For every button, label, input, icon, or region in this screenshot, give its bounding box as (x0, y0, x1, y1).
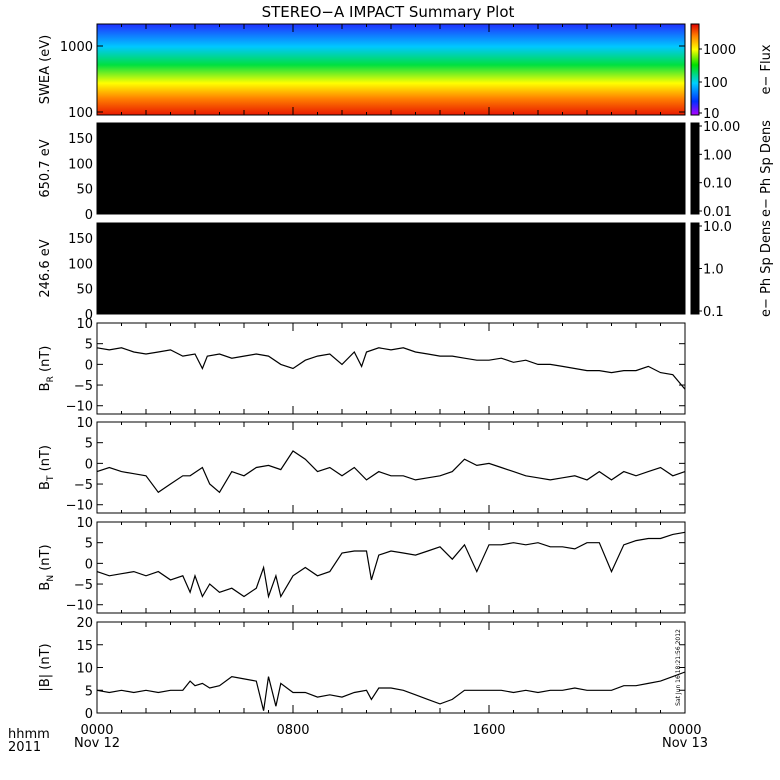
colorbar-tick-label: 0.01 (703, 205, 732, 220)
series-line (96, 671, 686, 711)
y-axis-label: 246.6 eV (38, 239, 53, 297)
panel-6: 10 5 0 −5 −10 BN (nT) (38, 516, 686, 614)
spectrogram-segment-1 (97, 24, 235, 115)
spectrogram-fill (97, 223, 685, 314)
timestamp-label: Sat Jun 16 18:21:56 2012 (675, 629, 682, 706)
y-axis-label: BT (nT) (38, 445, 56, 490)
y-tick-label: 5 (85, 537, 93, 552)
y-tick-label: 10 (76, 416, 93, 431)
y-tick-label: 50 (76, 183, 93, 198)
y-tick-label: 5 (85, 338, 93, 353)
panel-4: 10 5 0 −5 −10 BR (nT) (38, 317, 686, 415)
y-tick-label: −5 (74, 379, 93, 394)
colorbar (690, 222, 700, 315)
y-tick-label: 0 (85, 707, 93, 722)
y-tick-label: 0 (85, 457, 93, 472)
panel-frame (96, 621, 686, 714)
y-tick-label: 10 (76, 516, 93, 531)
y-tick-label: 5 (85, 437, 93, 452)
colorbar-tick-label: 10 (703, 107, 720, 122)
colorbar (690, 122, 700, 215)
x-date-label: Nov 13 (662, 736, 708, 751)
y-tick-label: 15 (76, 639, 93, 654)
y-tick-label: −10 (66, 499, 93, 514)
y-tick-label: 0 (85, 557, 93, 572)
panel-2: 150 100 50 0 650.7 eV 10.00 1.00 0.10 0.01 e− Ph … (38, 120, 774, 223)
colorbar-tick-label: 0.1 (703, 305, 724, 320)
colorbar-label: e− Ph Sp Dens (759, 220, 774, 317)
colorbar (690, 23, 700, 116)
y-tick-label: 0 (85, 358, 93, 373)
x-tick-label: 0000 (668, 723, 701, 738)
panel-frame (96, 322, 686, 415)
panel-frame (96, 421, 686, 514)
y-tick-label: 10 (76, 662, 93, 677)
y-tick-label: 100 (68, 157, 93, 172)
year-label: 2011 (8, 740, 41, 755)
panel-5: 10 5 0 −5 −10 BT (nT) (38, 416, 686, 514)
y-tick-label: 1000 (60, 40, 93, 55)
series-line (96, 347, 686, 390)
spectrogram-segment-4 (591, 24, 685, 115)
panel-1: 1000 100 SWEA (eV) 1000 100 10 e− Flux (38, 23, 774, 122)
y-axis-label: BR (nT) (38, 346, 56, 392)
y-tick-label: −5 (74, 478, 93, 493)
colorbar-label: e− Flux (759, 44, 774, 94)
y-tick-label: 150 (68, 132, 93, 147)
colorbar-tick-label: 1.0 (703, 263, 724, 278)
plot-title: STEREO−A IMPACT Summary Plot (262, 3, 515, 21)
series-line (96, 531, 686, 599)
y-tick-label: −10 (66, 400, 93, 415)
y-tick-label: −10 (66, 599, 93, 614)
x-tick-label: 1600 (472, 723, 505, 738)
y-tick-label: −5 (74, 578, 93, 593)
panel-7: 20 15 10 5 0 |B| (nT) Sat Jun 16 18:21:56 2012 (38, 616, 686, 722)
time-axis-footer: hhmm 2011 (8, 727, 50, 755)
y-tick-label: 150 (68, 232, 93, 247)
x-date-label: Nov 12 (74, 736, 120, 751)
colorbar-tick-label: 10.0 (703, 220, 732, 235)
colorbar-tick-label: 0.10 (703, 177, 732, 192)
y-tick-label: 20 (76, 616, 93, 631)
time-format-label: hhmm (8, 727, 50, 742)
colorbar-tick-label: 1000 (703, 43, 736, 58)
y-axis-label: BN (nT) (38, 544, 56, 590)
y-tick-label: 100 (68, 257, 93, 272)
y-tick-label: 50 (76, 283, 93, 298)
spectrogram-fill (97, 123, 685, 214)
y-tick-label: 10 (76, 317, 93, 332)
y-axis-label: 650.7 eV (38, 139, 53, 197)
y-tick-label: 100 (68, 106, 93, 121)
y-axis-label: SWEA (eV) (38, 35, 53, 104)
panel-frame (96, 521, 686, 614)
spectrogram-segment-2 (234, 24, 460, 115)
spectrogram-segment-3 (459, 24, 592, 115)
y-tick-label: 0 (85, 208, 93, 223)
colorbar-label: e− Ph Sp Dens (759, 120, 774, 217)
series-line (96, 450, 686, 494)
x-tick-label: 0800 (276, 723, 309, 738)
colorbar-tick-label: 10.00 (703, 120, 740, 135)
colorbar-tick-label: 1.00 (703, 148, 732, 163)
x-tick-label: 0000 (80, 723, 113, 738)
panel-3: 150 100 50 0 246.6 eV 10.0 1.0 0.1 e− Ph Sp Dens (38, 220, 774, 323)
y-axis-label: |B| (nT) (38, 643, 53, 691)
colorbar-tick-label: 100 (703, 76, 728, 91)
y-tick-label: 0 (85, 308, 93, 323)
y-tick-label: 5 (85, 684, 93, 699)
